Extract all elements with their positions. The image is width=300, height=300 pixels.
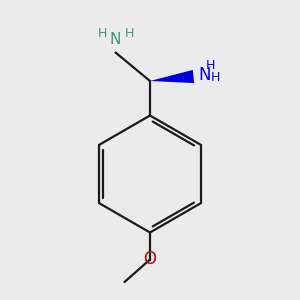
Text: N: N xyxy=(199,66,211,84)
Text: H: H xyxy=(211,71,220,84)
Text: H: H xyxy=(124,27,134,40)
Text: O: O xyxy=(143,250,157,268)
Text: N: N xyxy=(110,32,121,46)
Polygon shape xyxy=(150,70,194,83)
Text: H: H xyxy=(206,59,215,72)
Text: H: H xyxy=(97,27,107,40)
